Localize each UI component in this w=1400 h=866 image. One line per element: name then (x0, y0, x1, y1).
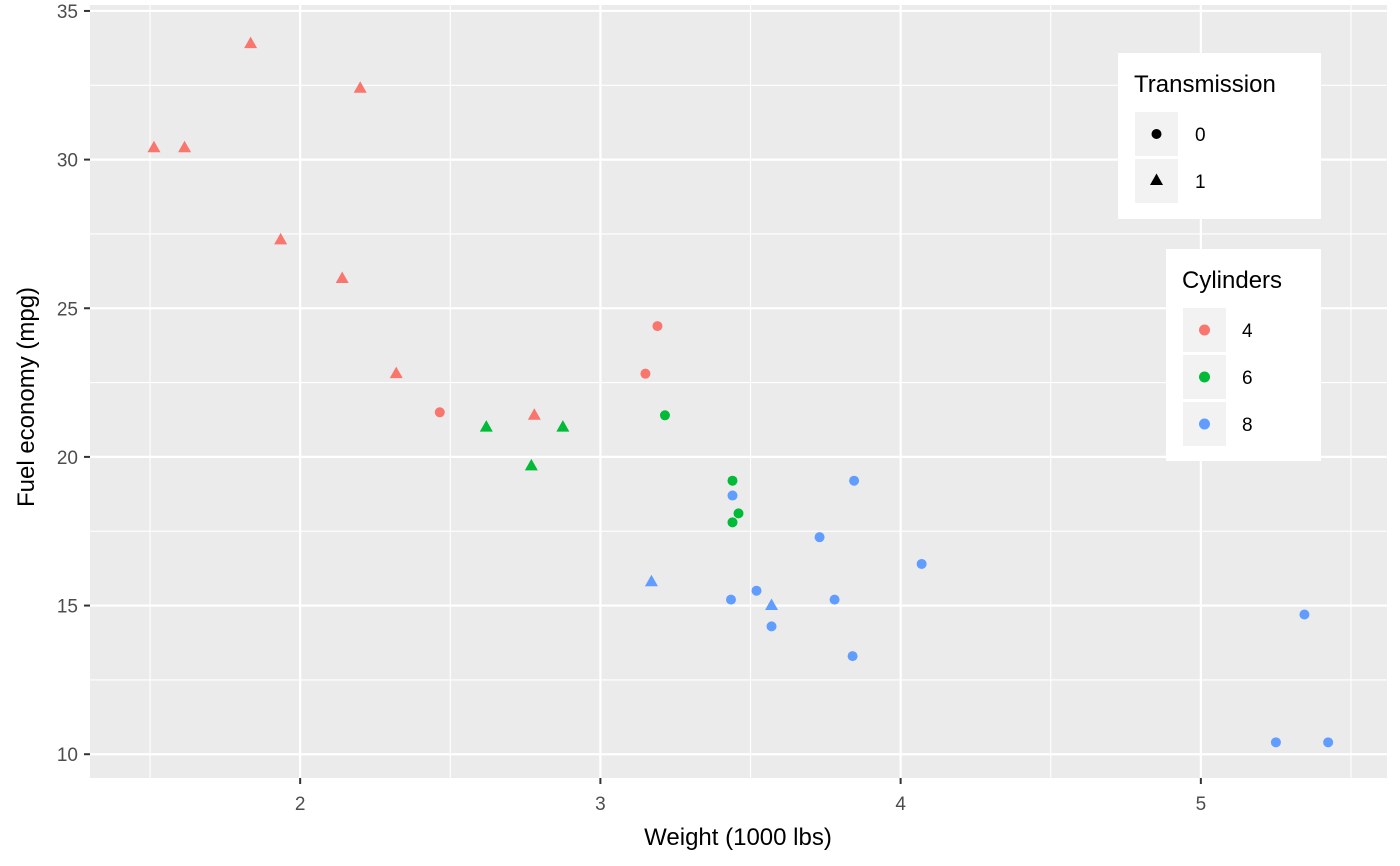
data-point-triangle (524, 458, 538, 471)
legend-transmission-label: 0 (1195, 125, 1206, 146)
data-point-circle (916, 558, 927, 569)
legend-cylinders-label: 8 (1242, 415, 1253, 436)
y-tick-label: 25 (57, 299, 78, 320)
data-point-circle (659, 410, 670, 421)
legend-cylinders-label: 6 (1242, 368, 1253, 389)
color-swatch-8 (1199, 418, 1210, 430)
legend-cylinders: Cylinders 4 6 8 (1166, 249, 1321, 461)
data-point-circle (652, 321, 663, 332)
data-point-circle (640, 368, 651, 379)
color-swatch-6 (1199, 371, 1210, 383)
data-point-circle (1323, 737, 1334, 748)
data-point-circle (1299, 609, 1310, 620)
y-axis-title: Fuel economy (mpg) (13, 287, 40, 507)
data-points (147, 36, 1334, 748)
data-point-circle (725, 594, 736, 605)
data-point-circle (434, 407, 445, 418)
y-tick-label: 20 (57, 448, 78, 469)
y-tick-label: 35 (57, 2, 78, 23)
data-point-circle (733, 508, 744, 519)
data-point-triangle (389, 366, 403, 379)
color-swatch-4 (1199, 324, 1210, 336)
circle-shape-key (1151, 129, 1162, 139)
data-point-triangle (644, 574, 658, 587)
data-point-triangle (335, 271, 349, 284)
x-axis-title: Weight (1000 lbs) (644, 824, 832, 851)
data-point-circle (727, 475, 738, 486)
legend-transmission-title: Transmission (1134, 71, 1276, 98)
data-point-circle (814, 532, 825, 543)
legend-transmission: Transmission 0 1 (1118, 53, 1321, 219)
x-tick-label: 2 (295, 794, 306, 815)
data-point-triangle (274, 232, 288, 245)
data-point-circle (727, 517, 738, 528)
y-tick-label: 10 (57, 745, 78, 766)
data-point-triangle (147, 140, 161, 153)
y-axis: 10 15 20 25 30 35 (57, 2, 90, 766)
data-point-circle (1270, 737, 1281, 748)
x-axis: 2 3 4 5 (295, 778, 1206, 815)
data-point-circle (849, 475, 860, 486)
data-point-triangle (527, 408, 541, 420)
data-point-triangle (244, 36, 258, 49)
data-point-triangle (353, 81, 367, 93)
x-tick-label: 5 (1196, 794, 1207, 815)
legend-transmission-label: 1 (1195, 172, 1206, 193)
data-point-triangle (765, 598, 779, 611)
data-point-triangle (479, 420, 493, 432)
data-point-circle (847, 651, 858, 662)
triangle-shape-key (1150, 173, 1163, 185)
data-point-triangle (556, 420, 570, 432)
data-point-circle (829, 594, 840, 605)
data-point-triangle (178, 140, 192, 153)
data-point-circle (766, 621, 777, 632)
data-point-circle (751, 585, 762, 596)
legend-cylinders-label: 4 (1242, 321, 1253, 342)
y-tick-label: 30 (57, 151, 78, 172)
legend-cylinders-title: Cylinders (1182, 267, 1282, 294)
x-tick-label: 3 (595, 794, 606, 815)
y-tick-label: 15 (57, 597, 78, 618)
data-point-circle (727, 490, 738, 501)
x-tick-label: 4 (895, 794, 906, 815)
